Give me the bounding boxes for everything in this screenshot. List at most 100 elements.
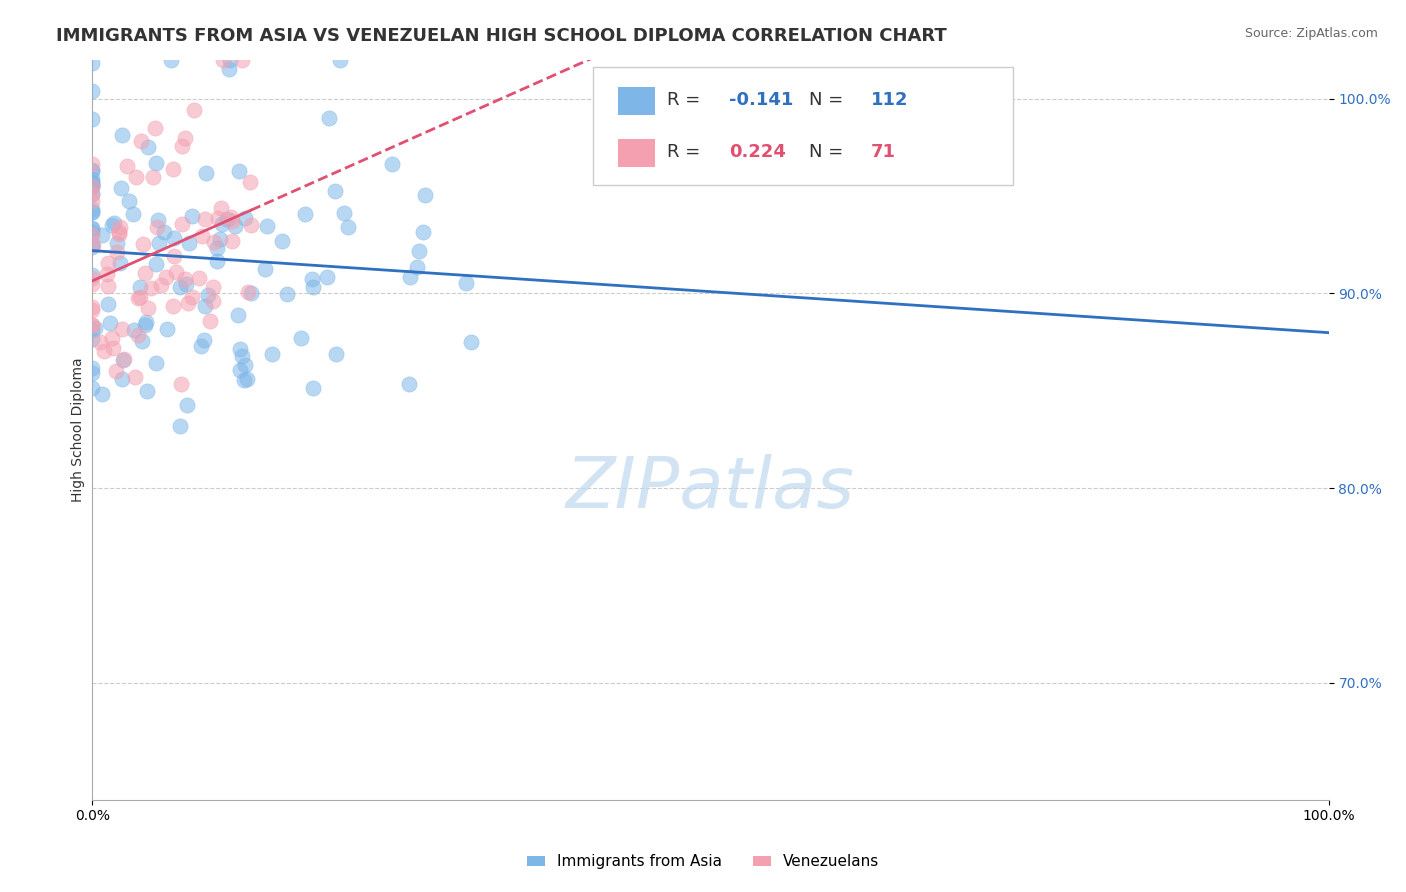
- Point: [82, 318, 104, 332]
- Point: [233, 358, 256, 372]
- Text: -0.141: -0.141: [728, 91, 793, 110]
- Point: [96, 267, 118, 281]
- Point: [82, 300, 104, 314]
- Point: [228, 163, 250, 178]
- Point: [224, 219, 246, 233]
- Point: [82, 225, 104, 239]
- Point: [173, 130, 195, 145]
- Point: [221, 235, 243, 249]
- Point: [381, 157, 404, 171]
- Point: [406, 260, 429, 274]
- Point: [82, 222, 104, 236]
- Point: [111, 371, 134, 385]
- Point: [110, 181, 132, 195]
- Point: [124, 369, 146, 384]
- Point: [194, 212, 217, 227]
- Point: [127, 327, 149, 342]
- Point: [111, 353, 134, 368]
- Point: [82, 220, 104, 235]
- Point: [125, 170, 148, 185]
- Point: [82, 202, 104, 216]
- Point: [233, 373, 256, 387]
- Point: [412, 225, 434, 239]
- Point: [82, 318, 104, 332]
- Point: [460, 334, 482, 349]
- Point: [122, 323, 145, 337]
- Point: [82, 175, 104, 189]
- Point: [336, 220, 359, 235]
- Point: [117, 159, 139, 173]
- Point: [333, 205, 356, 219]
- Point: [226, 308, 249, 322]
- Point: [145, 155, 167, 169]
- Point: [90, 387, 112, 401]
- Point: [239, 175, 262, 189]
- Text: N =: N =: [810, 91, 849, 110]
- Point: [218, 62, 240, 77]
- Text: ZIPatlas: ZIPatlas: [567, 454, 855, 524]
- Point: [84, 321, 107, 335]
- Point: [200, 314, 222, 328]
- Point: [118, 194, 141, 209]
- Point: [82, 303, 104, 318]
- Point: [82, 237, 104, 252]
- Point: [97, 297, 120, 311]
- Point: [148, 235, 170, 250]
- Point: [82, 162, 104, 177]
- Point: [82, 186, 104, 201]
- Point: [129, 290, 152, 304]
- Point: [209, 201, 232, 215]
- Point: [98, 317, 121, 331]
- Point: [270, 234, 292, 248]
- Point: [256, 219, 278, 233]
- Point: [202, 235, 225, 249]
- Point: [82, 176, 104, 190]
- Text: R =: R =: [666, 91, 706, 110]
- FancyBboxPatch shape: [617, 87, 655, 115]
- Point: [82, 178, 104, 193]
- Point: [174, 277, 197, 291]
- Point: [205, 254, 228, 268]
- Point: [174, 272, 197, 286]
- Point: [82, 268, 104, 282]
- Point: [143, 121, 166, 136]
- Point: [82, 205, 104, 219]
- Point: [236, 372, 259, 386]
- Point: [219, 211, 242, 225]
- Point: [316, 269, 339, 284]
- Point: [97, 278, 120, 293]
- Point: [82, 84, 104, 98]
- Point: [82, 179, 104, 194]
- Point: [290, 331, 312, 345]
- Point: [229, 363, 252, 377]
- Point: [108, 256, 131, 270]
- Point: [132, 237, 155, 252]
- Point: [323, 185, 346, 199]
- Point: [135, 315, 157, 329]
- Point: [145, 355, 167, 369]
- Point: [215, 211, 238, 226]
- Point: [131, 334, 153, 348]
- Point: [155, 269, 177, 284]
- Point: [202, 280, 225, 294]
- Point: [177, 235, 200, 250]
- Point: [194, 299, 217, 313]
- FancyBboxPatch shape: [593, 67, 1014, 186]
- Point: [82, 205, 104, 219]
- Point: [141, 281, 163, 295]
- Point: [191, 228, 214, 243]
- Point: [329, 53, 352, 67]
- Point: [294, 207, 316, 221]
- Point: [135, 384, 157, 399]
- Point: [325, 347, 347, 361]
- Point: [169, 280, 191, 294]
- Point: [111, 128, 134, 143]
- Legend: Immigrants from Asia, Venezuelans: Immigrants from Asia, Venezuelans: [520, 848, 886, 875]
- Point: [180, 209, 202, 223]
- Point: [129, 279, 152, 293]
- Point: [231, 349, 253, 363]
- Point: [240, 286, 263, 301]
- Point: [145, 220, 167, 235]
- Point: [188, 270, 211, 285]
- Point: [209, 232, 232, 246]
